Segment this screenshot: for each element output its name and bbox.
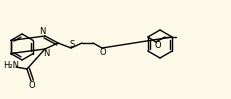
Text: S: S	[69, 40, 75, 49]
Text: N: N	[43, 49, 50, 58]
Text: O: O	[155, 40, 161, 50]
Text: N: N	[39, 27, 45, 36]
Text: H₂N: H₂N	[3, 60, 19, 69]
Text: O: O	[29, 80, 35, 89]
Text: O: O	[100, 48, 106, 57]
